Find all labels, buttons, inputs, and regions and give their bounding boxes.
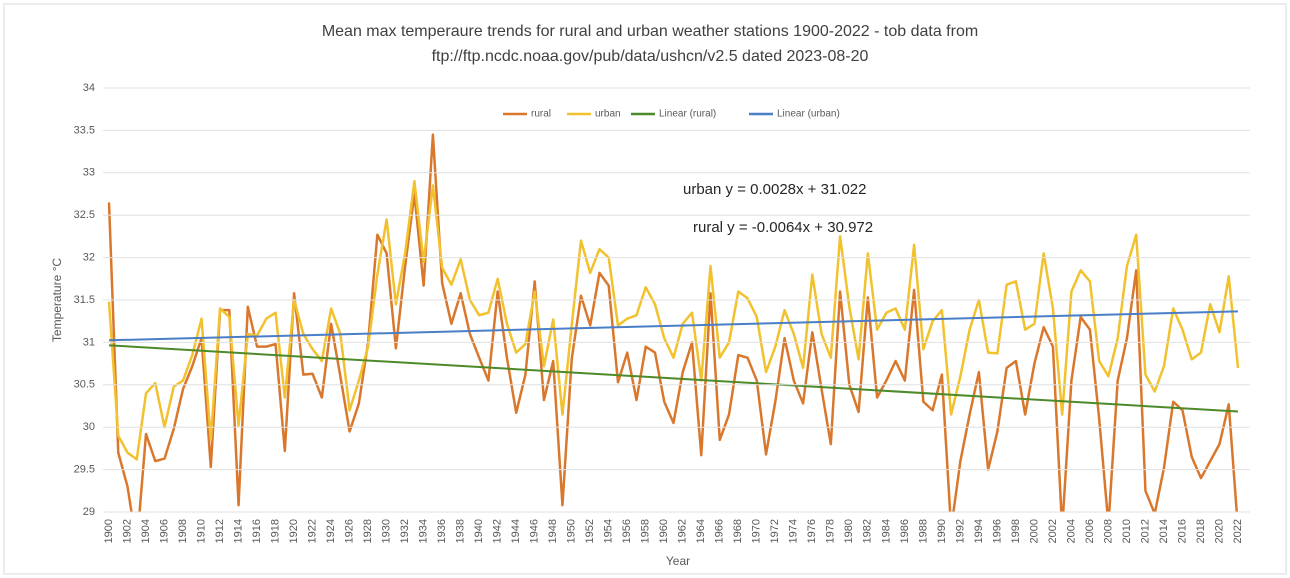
x-tick-label: 1996 <box>991 519 1003 543</box>
x-tick-label: 1966 <box>714 519 726 543</box>
x-tick-label: 1906 <box>158 519 170 543</box>
x-tick-label: 2020 <box>1213 519 1225 543</box>
x-tick-label: 2002 <box>1047 519 1059 543</box>
x-tick-label: 1988 <box>917 519 929 543</box>
x-tick-label: 2010 <box>1121 519 1133 543</box>
x-tick-label: 2006 <box>1084 519 1096 543</box>
x-tick-label: 1970 <box>751 519 763 543</box>
x-tick-label: 1994 <box>973 519 985 543</box>
x-tick-label: 1904 <box>140 519 152 543</box>
x-tick-label: 1912 <box>214 519 226 543</box>
x-tick-label: 1940 <box>473 519 485 543</box>
x-tick-label: 1964 <box>695 519 707 543</box>
x-tick-label: 1972 <box>769 519 781 543</box>
x-tick-label: 1962 <box>677 519 689 543</box>
legend-label: Linear (urban) <box>777 109 840 120</box>
x-tick-label: 1974 <box>788 519 800 543</box>
x-tick-label: 1922 <box>306 519 318 543</box>
y-tick-label: 33 <box>83 167 95 179</box>
x-tick-label: 1916 <box>251 519 263 543</box>
x-tick-label: 2000 <box>1028 519 1040 543</box>
x-tick-label: 1960 <box>658 519 670 543</box>
y-tick-label: 32.5 <box>74 209 95 221</box>
y-tick-label: 30 <box>83 421 95 433</box>
legend-label: Linear (rural) <box>659 109 716 120</box>
plot-area <box>107 133 1240 512</box>
x-tick-label: 1984 <box>880 519 892 543</box>
annotation: urban y = 0.0028x + 31.022 <box>683 181 866 198</box>
legend-label: urban <box>595 109 621 120</box>
x-tick-label: 2004 <box>1065 519 1077 543</box>
y-tick-label: 31.5 <box>74 294 95 306</box>
chart-title: Mean max temperaure trends for rural and… <box>322 23 978 40</box>
y-tick-label: 34 <box>83 82 95 94</box>
x-tick-label: 1934 <box>418 519 430 543</box>
trend-line <box>108 344 1239 413</box>
x-tick-label: 1926 <box>344 519 356 543</box>
x-tick-label: 1924 <box>325 519 337 543</box>
x-tick-label: 1918 <box>269 519 281 543</box>
x-tick-label: 2022 <box>1232 519 1244 543</box>
data-line <box>107 133 1238 512</box>
x-tick-label: 2018 <box>1195 519 1207 543</box>
x-tick-label: 1920 <box>288 519 300 543</box>
x-tick-label: 1932 <box>399 519 411 543</box>
x-tick-label: 1900 <box>103 519 115 543</box>
annotation: rural y = -0.0064x + 30.972 <box>693 219 873 236</box>
x-tick-label: 2008 <box>1102 519 1114 543</box>
x-tick-label: 2012 <box>1139 519 1151 543</box>
x-tick-label: 1980 <box>843 519 855 543</box>
x-tick-label: 1936 <box>436 519 448 543</box>
legend-label: rural <box>531 109 551 120</box>
x-axis-label: Year <box>666 554 690 568</box>
y-tick-label: 32 <box>83 252 95 264</box>
x-tick-label: 1976 <box>806 519 818 543</box>
trend-line <box>108 310 1239 342</box>
y-tick-label: 29.5 <box>74 464 95 476</box>
x-tick-label: 2014 <box>1158 519 1170 543</box>
x-tick-label: 1978 <box>825 519 837 543</box>
x-tick-label: 1910 <box>195 519 207 543</box>
x-tick-label: 1968 <box>732 519 744 543</box>
x-tick-label: 1986 <box>899 519 911 543</box>
x-tick-label: 1998 <box>1010 519 1022 543</box>
x-tick-label: 1948 <box>547 519 559 543</box>
x-tick-label: 1956 <box>621 519 633 543</box>
x-tick-label: 1982 <box>862 519 874 543</box>
x-tick-label: 1944 <box>510 519 522 543</box>
x-tick-label: 1958 <box>640 519 652 543</box>
x-tick-label: 1928 <box>362 519 374 543</box>
x-tick-label: 1930 <box>381 519 393 543</box>
x-tick-label: 1946 <box>529 519 541 543</box>
x-tick-label: 1914 <box>232 519 244 543</box>
x-tick-label: 1950 <box>566 519 578 543</box>
x-tick-label: 1908 <box>177 519 189 543</box>
x-tick-label: 1990 <box>936 519 948 543</box>
x-tick-label: 1902 <box>121 519 133 543</box>
x-tick-label: 1992 <box>954 519 966 543</box>
y-axis-label: Temperature °C <box>50 258 64 342</box>
y-tick-label: 33.5 <box>74 124 95 136</box>
chart-title: ftp://ftp.ncdc.noaa.gov/pub/data/ushcn/v… <box>432 48 869 65</box>
data-line <box>107 180 1240 461</box>
x-tick-label: 1938 <box>455 519 467 543</box>
x-tick-label: 1942 <box>492 519 504 543</box>
x-tick-label: 1952 <box>584 519 596 543</box>
y-tick-label: 30.5 <box>74 379 95 391</box>
x-tick-label: 1954 <box>603 519 615 543</box>
x-tick-label: 2016 <box>1176 519 1188 543</box>
y-tick-label: 29 <box>83 506 95 518</box>
y-tick-label: 31 <box>83 336 95 348</box>
